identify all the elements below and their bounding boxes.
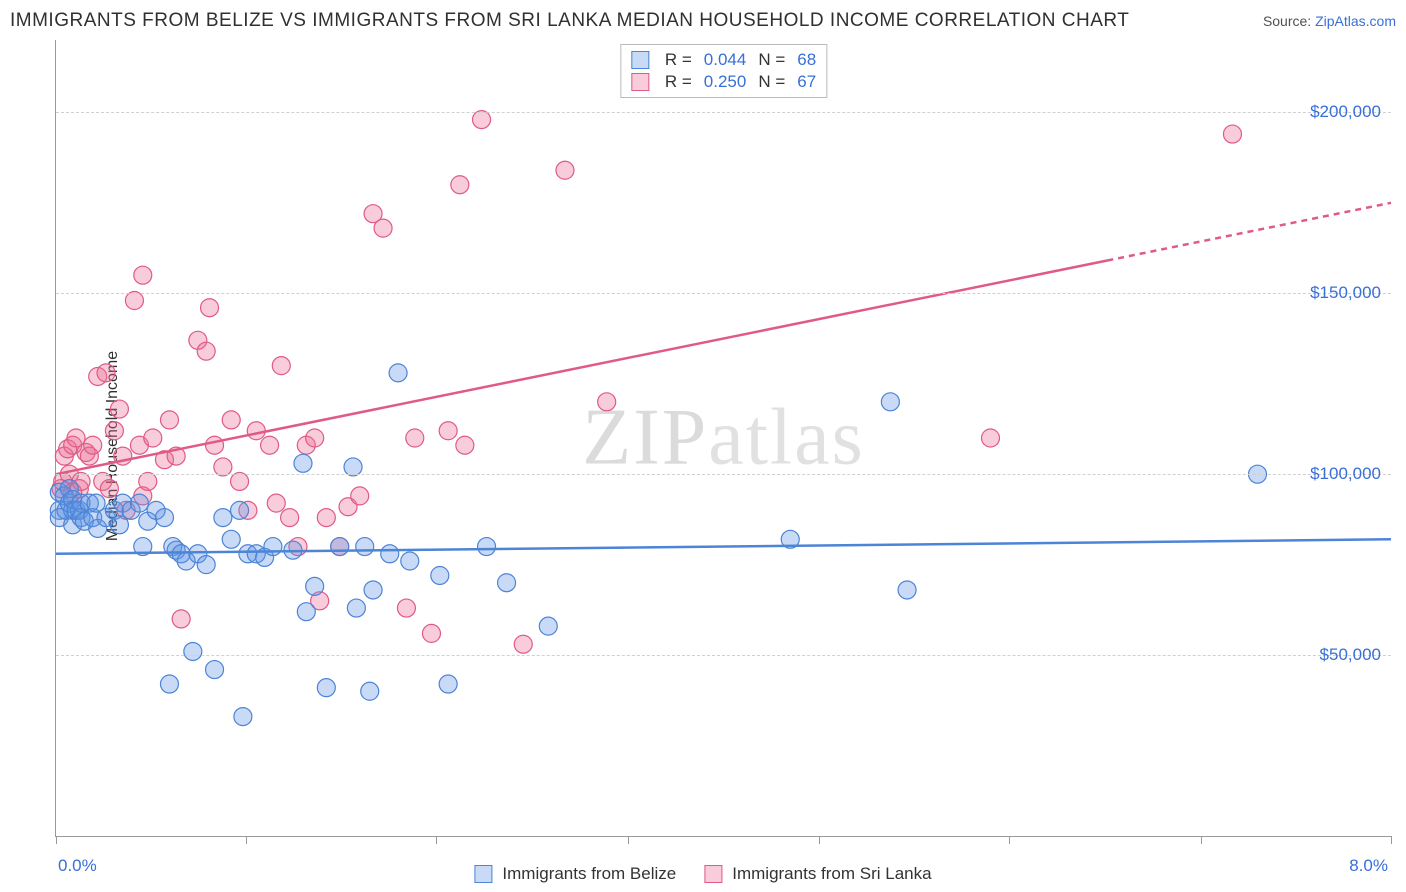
y-tick-label: $150,000: [1310, 283, 1381, 303]
source-attribution: Source: ZipAtlas.com: [1263, 13, 1396, 29]
swatch-icon: [631, 51, 649, 69]
x-tick: [56, 836, 57, 844]
source-link[interactable]: ZipAtlas.com: [1315, 13, 1396, 29]
legend-r-value: 0.044: [704, 50, 747, 70]
x-tick: [1201, 836, 1202, 844]
chart-title: IMMIGRANTS FROM BELIZE VS IMMIGRANTS FRO…: [10, 10, 1129, 32]
title-bar: IMMIGRANTS FROM BELIZE VS IMMIGRANTS FRO…: [10, 10, 1396, 32]
legend-n-value: 67: [797, 72, 816, 92]
x-tick: [436, 836, 437, 844]
scatter-svg: [56, 40, 1391, 836]
source-label: Source:: [1263, 13, 1311, 29]
legend-r-label: R =: [665, 50, 692, 70]
legend-stats-row: R = 0.044 N = 68: [631, 49, 816, 71]
chart-plot-area: ZIPatlas R = 0.044 N = 68 R = 0.250 N = …: [55, 40, 1391, 837]
y-tick-label: $100,000: [1310, 464, 1381, 484]
legend-stats-row: R = 0.250 N = 67: [631, 71, 816, 93]
legend-label: Immigrants from Belize: [502, 864, 676, 884]
swatch-icon: [474, 865, 492, 883]
legend-stats: R = 0.044 N = 68 R = 0.250 N = 67: [620, 44, 827, 98]
gridline: [56, 474, 1391, 475]
x-axis-min-label: 0.0%: [58, 856, 97, 876]
legend-n-label: N =: [758, 50, 785, 70]
y-tick-label: $200,000: [1310, 102, 1381, 122]
x-tick: [628, 836, 629, 844]
legend-n-value: 68: [797, 50, 816, 70]
legend-item: Immigrants from Belize: [474, 864, 676, 884]
gridline: [56, 655, 1391, 656]
legend-r-label: R =: [665, 72, 692, 92]
y-tick-label: $50,000: [1320, 645, 1381, 665]
x-tick: [819, 836, 820, 844]
swatch-icon: [704, 865, 722, 883]
swatch-icon: [631, 73, 649, 91]
x-tick: [1009, 836, 1010, 844]
x-tick: [246, 836, 247, 844]
legend-item: Immigrants from Sri Lanka: [704, 864, 931, 884]
legend-label: Immigrants from Sri Lanka: [732, 864, 931, 884]
legend-n-label: N =: [758, 72, 785, 92]
x-tick: [1391, 836, 1392, 844]
gridline: [56, 293, 1391, 294]
legend-series: Immigrants from Belize Immigrants from S…: [474, 864, 931, 884]
legend-r-value: 0.250: [704, 72, 747, 92]
gridline: [56, 112, 1391, 113]
x-axis-max-label: 8.0%: [1349, 856, 1388, 876]
